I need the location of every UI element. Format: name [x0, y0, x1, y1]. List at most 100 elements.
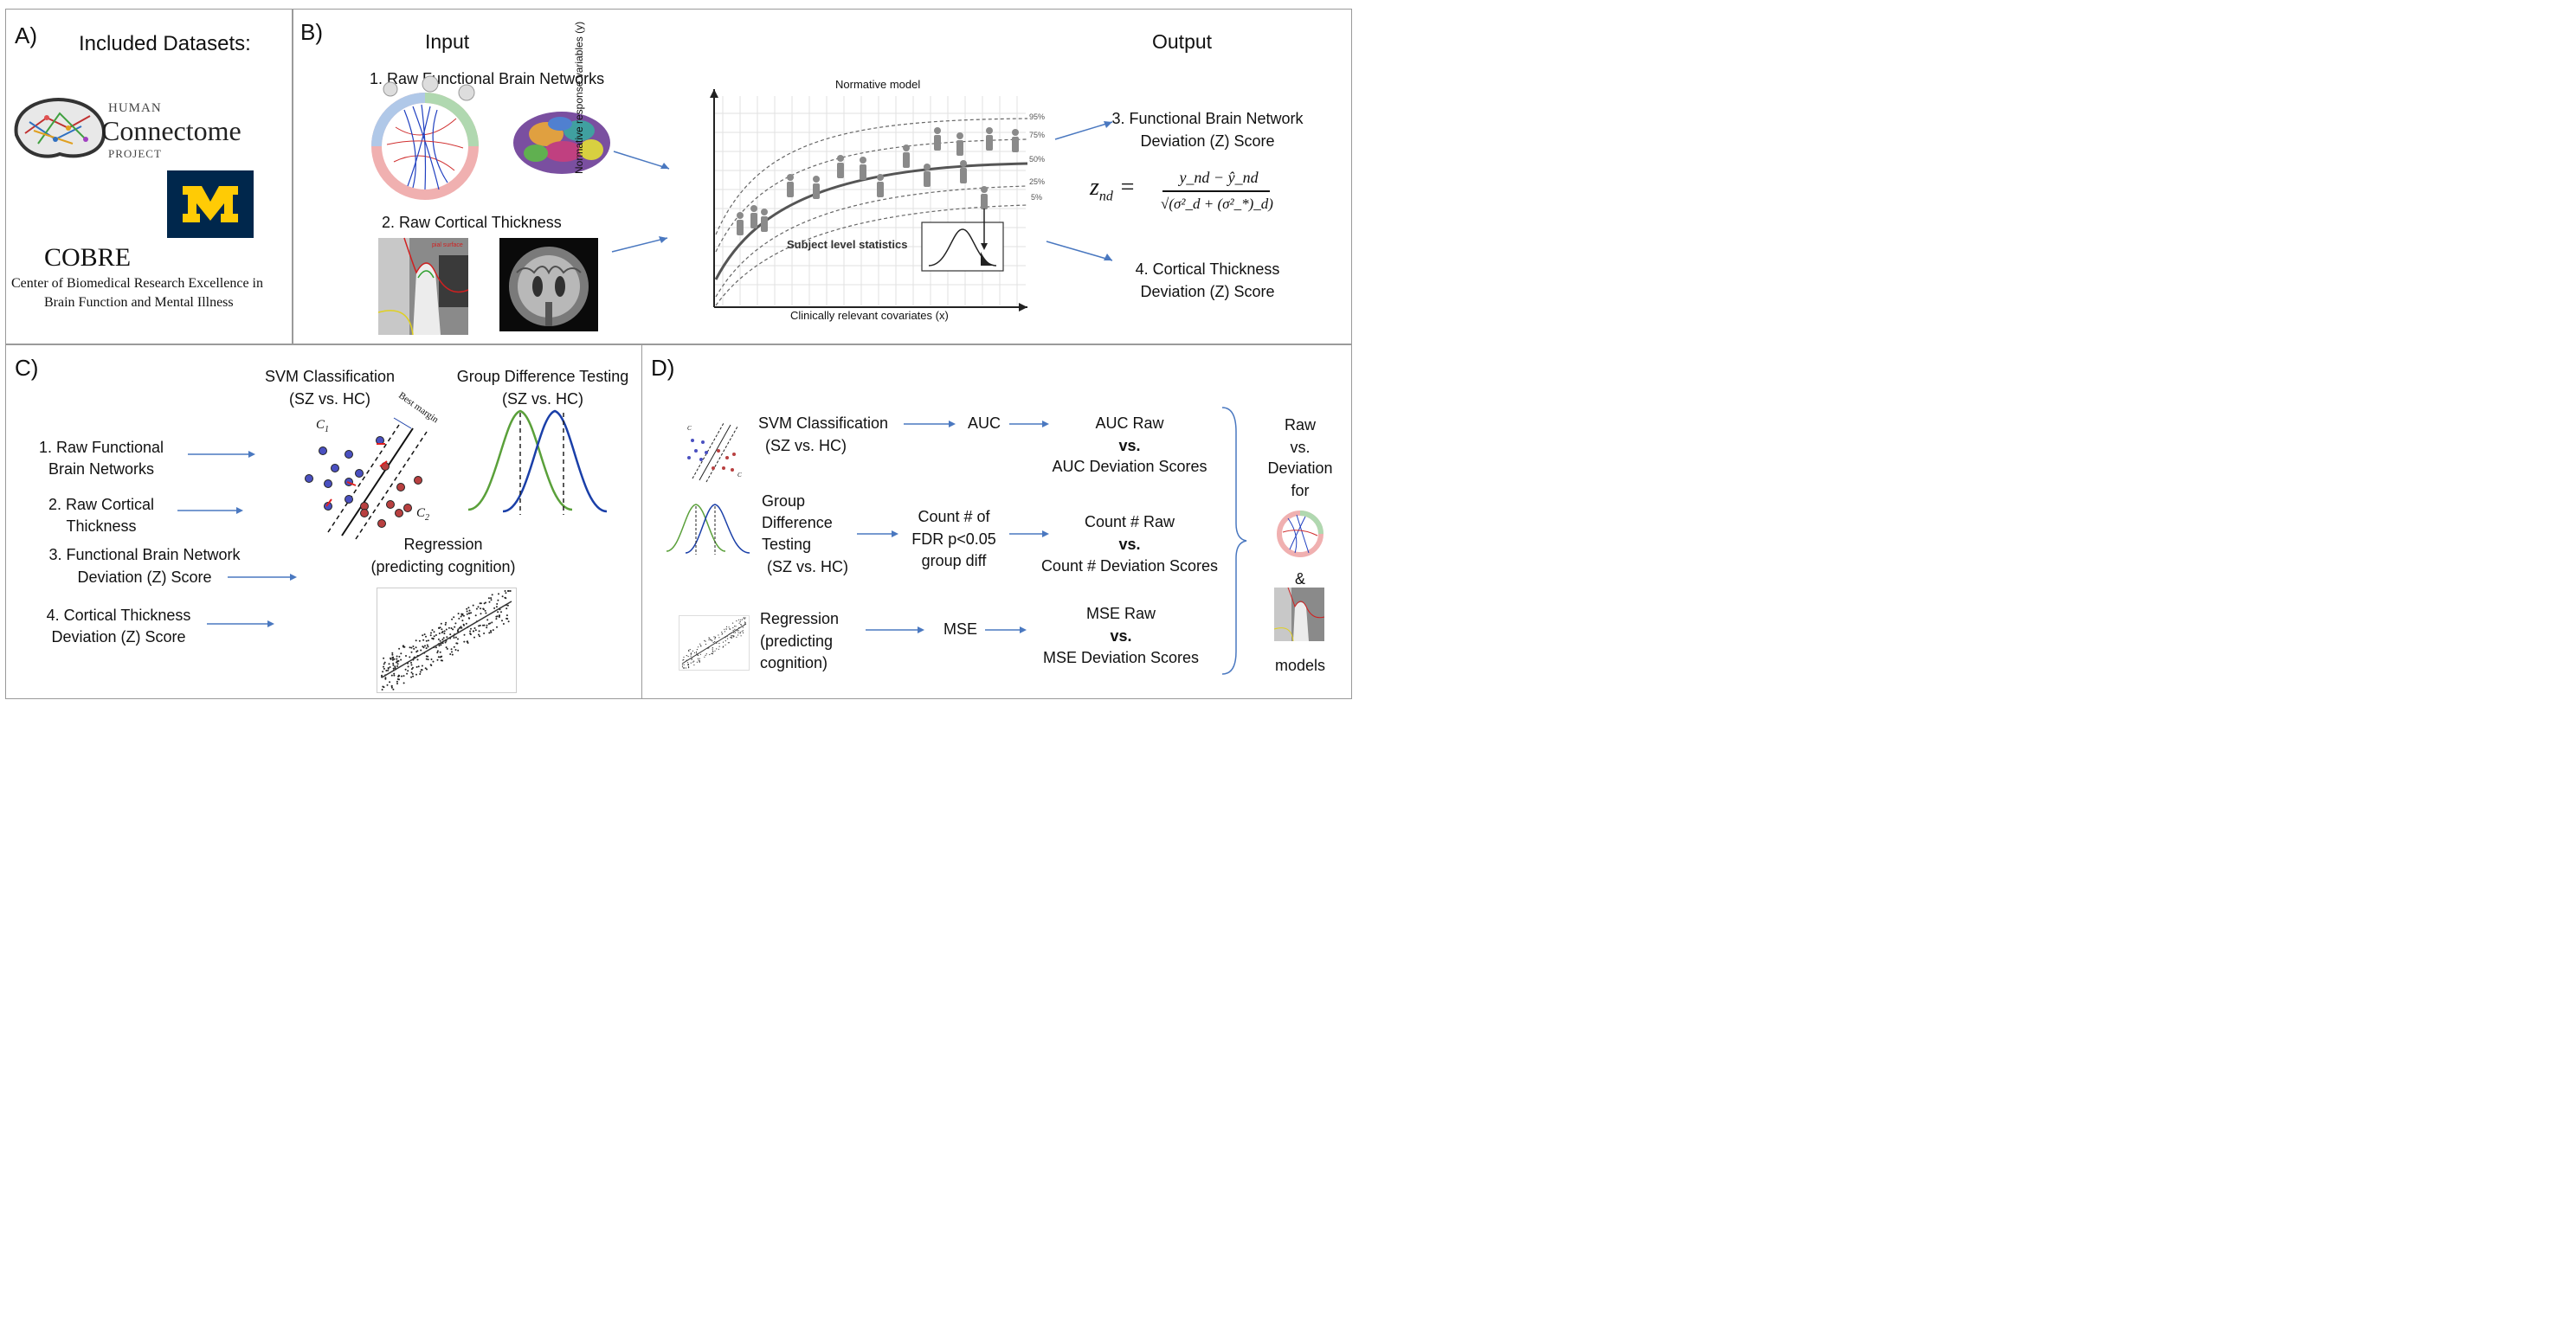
- regression-point: [742, 630, 744, 632]
- regression-point: [435, 646, 437, 649]
- d-row2-method-line3: Testing: [762, 536, 812, 553]
- regression-point: [704, 656, 705, 658]
- regression-point: [457, 613, 460, 615]
- normative-model-chart: [710, 89, 1028, 312]
- regression-point: [509, 590, 512, 592]
- regression-point: [718, 642, 720, 645]
- regression-point: [432, 637, 435, 639]
- regression-point: [722, 646, 724, 648]
- regression-point: [478, 633, 480, 636]
- regression-point: [687, 666, 690, 668]
- regression-point: [439, 639, 441, 642]
- regression-point: [454, 622, 457, 625]
- regression-point: [422, 639, 425, 641]
- d-row3-method-line1: Regression: [760, 610, 840, 627]
- regression-point: [419, 671, 422, 673]
- c-input-2-line2: Thickness: [66, 517, 137, 535]
- regression-point: [491, 621, 493, 624]
- regression-point: [453, 616, 455, 619]
- regression-point: [728, 642, 730, 644]
- regression-point: [714, 636, 716, 638]
- svm-c2-sub: 2: [425, 513, 430, 523]
- input-heading: Input: [425, 30, 470, 53]
- regression-point: [412, 646, 415, 647]
- regression-point: [469, 633, 472, 635]
- regression-point: [423, 633, 426, 636]
- regression-point: [718, 648, 719, 650]
- d-svm-c1: C: [687, 425, 692, 432]
- output-arrow-4: [1046, 241, 1113, 261]
- regression-point: [696, 661, 698, 663]
- regression-point: [393, 674, 396, 677]
- regression-point: [428, 639, 429, 642]
- regression-point: [410, 671, 413, 674]
- d-row1-compare-line2: vs.: [1118, 437, 1141, 454]
- regression-point: [425, 658, 428, 660]
- regression-point: [441, 655, 443, 658]
- d-flow-arrows: [857, 421, 1049, 633]
- regression-point: [496, 626, 498, 628]
- regression-point: [716, 648, 718, 650]
- figure: A) Included Datasets: HUMAN Connectome P…: [0, 0, 1357, 710]
- regression-point: [391, 652, 394, 654]
- regression-point: [711, 639, 712, 641]
- regression-point: [486, 619, 489, 621]
- regression-point: [407, 665, 409, 668]
- regression-point: [433, 631, 435, 633]
- regression-point: [483, 633, 486, 634]
- regression-point: [445, 628, 448, 631]
- regression-point: [441, 628, 443, 631]
- panel-a: A) Included Datasets: HUMAN Connectome P…: [5, 9, 293, 344]
- regression-point: [687, 656, 689, 658]
- regression-point: [488, 601, 491, 603]
- pct-95: 95%: [1029, 112, 1046, 121]
- regression-point: [390, 686, 393, 689]
- panel-d-label: D): [651, 355, 675, 381]
- regression-point: [506, 590, 509, 592]
- regression-point: [474, 614, 477, 617]
- regression-point: [490, 599, 493, 601]
- d-summary-thickness-icon: [1273, 587, 1325, 642]
- regression-point: [451, 653, 454, 656]
- regression-point: [454, 649, 457, 651]
- regression-point: [683, 656, 685, 658]
- regression-point: [410, 664, 413, 666]
- c-input-3-line1: 3. Functional Brain Network: [48, 546, 241, 563]
- regression-point: [463, 640, 466, 643]
- regression-point: [383, 665, 384, 668]
- d-row3-method-line3: cognition): [760, 654, 828, 671]
- regression-point: [705, 654, 706, 656]
- regression-point: [478, 625, 480, 627]
- pct-50: 50%: [1029, 155, 1046, 164]
- regression-point: [409, 646, 411, 649]
- regression-point: [700, 645, 702, 646]
- c-input-4-line1: 4. Cortical Thickness: [46, 607, 191, 624]
- regression-point: [699, 653, 701, 655]
- regression-point: [485, 612, 487, 614]
- regression-point: [712, 650, 713, 652]
- regression-point: [396, 665, 399, 667]
- hcp-brain-logo: [14, 98, 106, 158]
- regression-point: [710, 639, 712, 641]
- regression-point: [493, 607, 496, 609]
- regression-point: [383, 661, 386, 664]
- regression-point: [693, 652, 696, 653]
- regression-point: [482, 624, 484, 626]
- d-row2-method-line2: Difference: [762, 514, 833, 531]
- regression-point: [463, 633, 466, 636]
- regression-point: [491, 594, 493, 596]
- input-arrow-2: [611, 236, 668, 253]
- regression-point: [699, 658, 700, 659]
- pct-75: 75%: [1029, 131, 1046, 139]
- regression-point: [711, 652, 712, 654]
- regression-point: [421, 665, 423, 667]
- regression-point: [440, 644, 442, 646]
- regression-point: [396, 660, 398, 663]
- regression-point: [390, 657, 391, 659]
- regression-point: [479, 624, 481, 626]
- svm-c2: C: [416, 506, 426, 520]
- svm-title-line1: SVM Classification: [264, 368, 396, 385]
- regression-point: [404, 668, 407, 671]
- d-summary-models: models: [1274, 657, 1326, 674]
- regression-point: [744, 621, 745, 623]
